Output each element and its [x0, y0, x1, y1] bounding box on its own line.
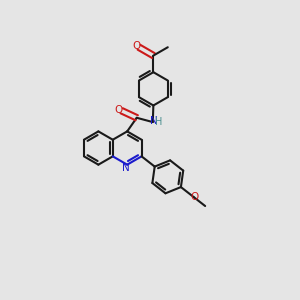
Text: N: N [122, 163, 129, 173]
Text: H: H [155, 117, 163, 127]
Text: O: O [133, 41, 141, 51]
Text: N: N [150, 116, 158, 126]
Text: O: O [190, 192, 198, 202]
Text: O: O [115, 105, 123, 115]
